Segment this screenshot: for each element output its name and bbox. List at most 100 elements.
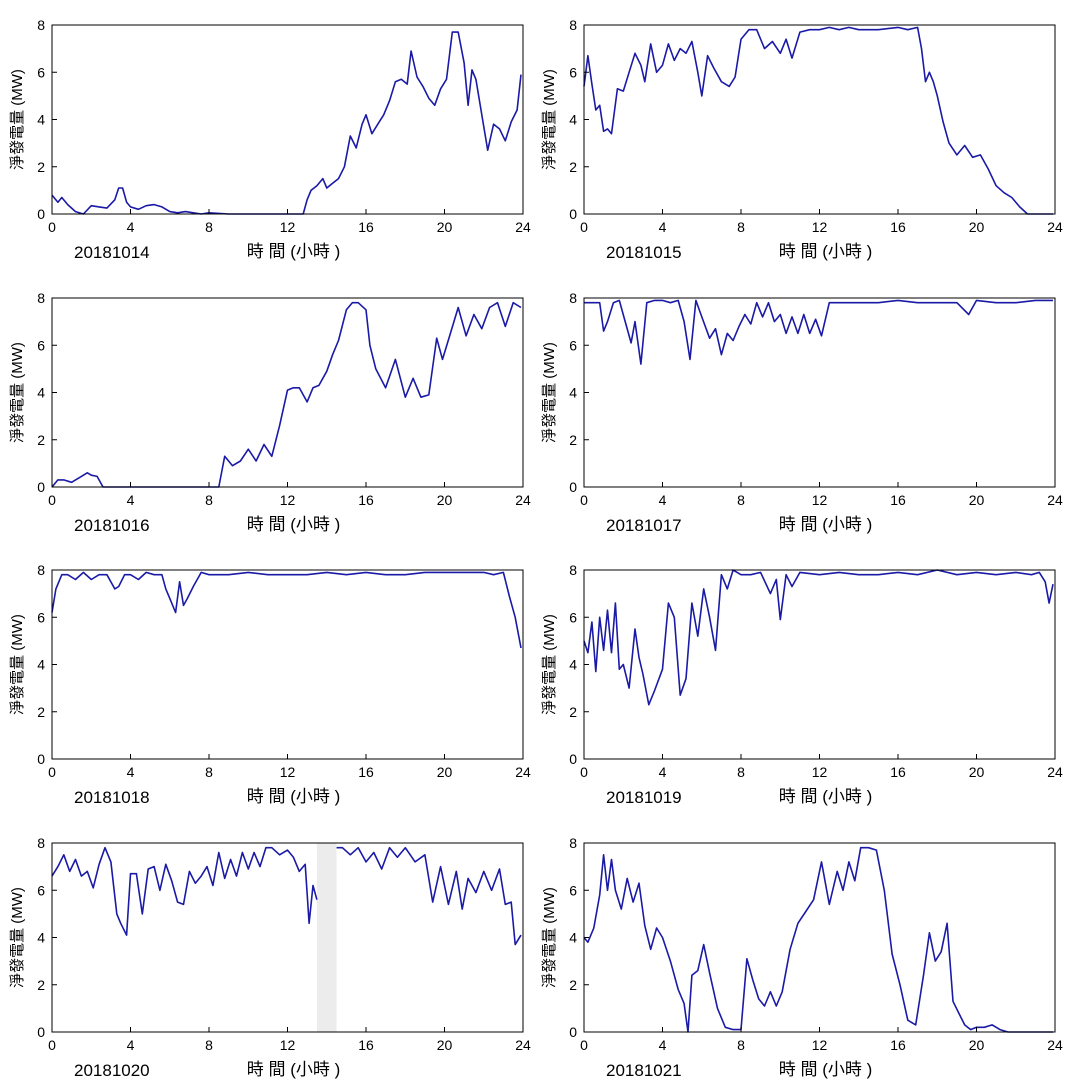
x-tick-label: 0	[48, 219, 56, 235]
y-tick-label: 8	[37, 17, 45, 33]
x-tick-label: 16	[890, 764, 906, 780]
y-tick-label: 6	[569, 337, 577, 353]
y-axis-label: 淨發電量 (MW)	[541, 69, 558, 170]
x-axis-label: 時 間 (小時 )	[779, 1060, 873, 1079]
x-tick-label: 24	[515, 764, 531, 780]
y-tick-label: 2	[37, 159, 45, 175]
x-tick-label: 12	[280, 219, 296, 235]
y-tick-label: 2	[37, 704, 45, 720]
x-tick-label: 20	[437, 492, 453, 508]
y-axis-label: 淨發電量 (MW)	[541, 342, 558, 443]
y-tick-label: 8	[569, 290, 577, 306]
y-tick-label: 4	[569, 112, 577, 128]
y-tick-label: 0	[569, 751, 577, 767]
plot-frame	[51, 842, 524, 1033]
y-tick-label: 8	[569, 835, 577, 851]
y-tick-label: 8	[569, 562, 577, 578]
x-tick-label: 12	[280, 1037, 296, 1053]
chart-date-label: 20181021	[606, 1061, 682, 1080]
x-tick-label: 8	[737, 1037, 745, 1053]
x-tick-label: 20	[969, 1037, 985, 1053]
x-tick-label: 0	[580, 492, 588, 508]
y-tick-label: 4	[37, 930, 45, 946]
y-tick-label: 6	[569, 609, 577, 625]
series-line	[336, 846, 522, 946]
y-tick-label: 6	[37, 609, 45, 625]
x-tick-label: 20	[969, 492, 985, 508]
x-tick-label: 24	[515, 1037, 531, 1053]
x-tick-label: 8	[205, 764, 213, 780]
x-tick-label: 4	[127, 764, 135, 780]
x-tick-label: 16	[358, 764, 374, 780]
y-axis-label: 淨發電量 (MW)	[9, 887, 26, 988]
y-tick-label: 2	[569, 977, 577, 993]
x-axis-label: 時 間 (小時 )	[247, 515, 341, 534]
x-tick-label: 12	[280, 764, 296, 780]
series-line	[51, 571, 522, 649]
y-tick-label: 0	[37, 1024, 45, 1040]
y-tick-label: 8	[37, 562, 45, 578]
y-tick-label: 0	[569, 206, 577, 222]
series-line	[51, 301, 522, 488]
y-tick-label: 8	[37, 290, 45, 306]
y-tick-label: 4	[569, 930, 577, 946]
x-tick-label: 0	[48, 492, 56, 508]
y-tick-label: 4	[569, 657, 577, 673]
y-tick-label: 0	[569, 1024, 577, 1040]
y-tick-label: 8	[37, 835, 45, 851]
x-tick-label: 16	[890, 1037, 906, 1053]
y-tick-label: 2	[569, 704, 577, 720]
y-tick-label: 6	[569, 64, 577, 80]
series-line	[583, 569, 1054, 706]
y-tick-label: 6	[569, 882, 577, 898]
x-tick-label: 20	[437, 764, 453, 780]
chart-date-label: 20181015	[606, 243, 682, 262]
x-tick-label: 12	[280, 492, 296, 508]
plot-frame	[51, 24, 524, 215]
x-tick-label: 4	[127, 219, 135, 235]
x-axis-label: 時 間 (小時 )	[247, 242, 341, 261]
chart-date-label: 20181018	[74, 788, 150, 807]
x-tick-label: 20	[437, 1037, 453, 1053]
x-tick-label: 16	[358, 1037, 374, 1053]
x-tick-label: 12	[812, 219, 828, 235]
x-tick-label: 16	[358, 492, 374, 508]
x-tick-label: 0	[580, 764, 588, 780]
x-tick-label: 24	[1047, 219, 1063, 235]
y-axis-label: 淨發電量 (MW)	[9, 614, 26, 715]
y-tick-label: 6	[37, 337, 45, 353]
x-axis-label: 時 間 (小時 )	[779, 515, 873, 534]
plot-frame	[583, 297, 1056, 488]
series-line	[51, 846, 318, 936]
x-tick-label: 4	[659, 219, 667, 235]
y-tick-label: 4	[37, 657, 45, 673]
y-tick-label: 8	[569, 17, 577, 33]
y-axis-label: 淨發電量 (MW)	[9, 342, 26, 443]
x-tick-label: 24	[1047, 492, 1063, 508]
x-tick-label: 4	[127, 492, 135, 508]
x-tick-label: 8	[205, 492, 213, 508]
series-line	[584, 299, 1053, 365]
series-line	[583, 26, 1053, 215]
y-tick-label: 6	[37, 64, 45, 80]
x-tick-label: 0	[580, 1037, 588, 1053]
y-tick-label: 0	[37, 751, 45, 767]
plot-frame	[583, 24, 1056, 215]
x-tick-label: 0	[48, 764, 56, 780]
y-axis-label: 淨發電量 (MW)	[541, 887, 558, 988]
y-tick-label: 2	[37, 432, 45, 448]
x-tick-label: 4	[659, 764, 667, 780]
x-tick-label: 4	[659, 1037, 667, 1053]
y-tick-label: 0	[569, 479, 577, 495]
series-line	[583, 846, 1053, 1033]
y-axis-label: 淨發電量 (MW)	[9, 69, 26, 170]
chart-date-label: 20181020	[74, 1061, 150, 1080]
y-tick-label: 4	[569, 385, 577, 401]
x-axis-label: 時 間 (小時 )	[779, 242, 873, 261]
x-tick-label: 0	[48, 1037, 56, 1053]
chart-date-label: 20181014	[74, 243, 150, 262]
x-tick-label: 8	[205, 1037, 213, 1053]
